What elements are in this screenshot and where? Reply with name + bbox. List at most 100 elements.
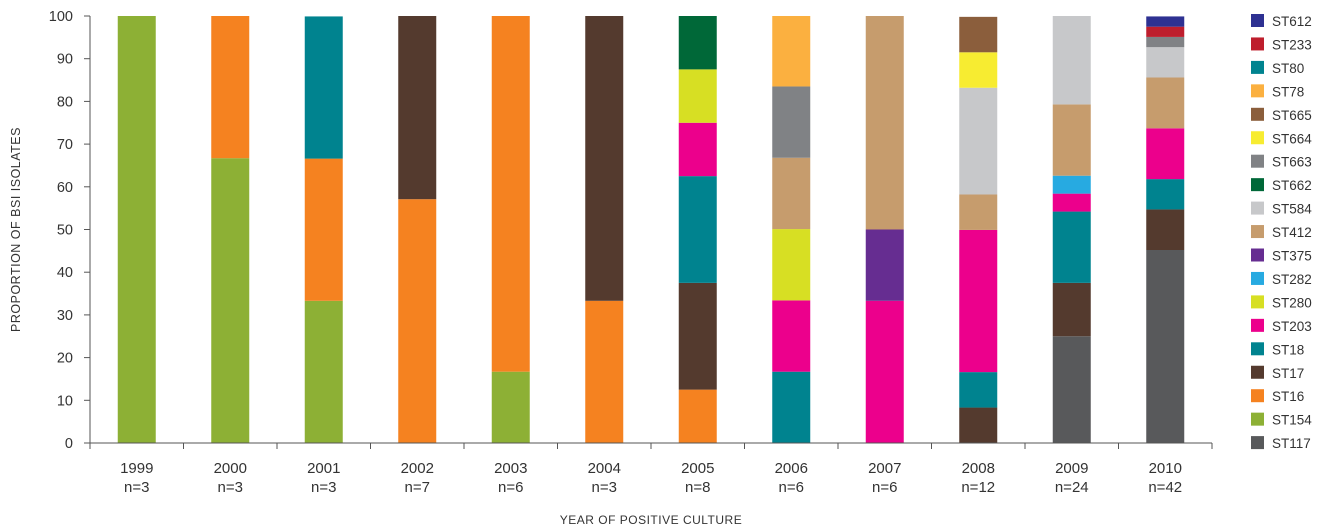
bar-segment-st18: [1146, 179, 1185, 210]
bar-segment-st612: [1146, 16, 1185, 27]
bar-segment-st17: [959, 407, 998, 443]
bar-segment-st203: [959, 229, 998, 373]
legend-label: ST282: [1272, 272, 1312, 287]
legend-swatch: [1251, 342, 1264, 356]
x-tick-label: 2008: [962, 460, 995, 477]
legend-item-st18: ST18: [1251, 342, 1304, 357]
bar-segment-st18: [959, 372, 998, 408]
legend-label: ST662: [1272, 178, 1312, 193]
legend-item-st664: ST664: [1251, 131, 1312, 146]
x-tick-label: 2007: [868, 460, 901, 477]
bar-stack-2005: [678, 16, 717, 443]
x-tick-label: 2004: [588, 460, 621, 477]
legend-label: ST18: [1272, 342, 1304, 357]
legend-swatch: [1251, 271, 1264, 285]
legend-item-st612: ST612: [1251, 14, 1312, 29]
x-sample-size-label: n=6: [779, 479, 804, 496]
x-axis-ticks: 1999 n=3 2000 n=3 2001 n=3 2002 n=7 2003 n=6 2004 n…: [89, 443, 1213, 496]
legend-swatch: [1251, 131, 1264, 145]
y-tick-label: 0: [65, 436, 73, 452]
legend-item-st584: ST584: [1251, 201, 1312, 217]
y-tick-label: 50: [57, 223, 73, 239]
bar-segment-st16: [585, 300, 624, 443]
legend-label: ST117: [1272, 436, 1311, 451]
bar-segment-st17: [1052, 282, 1091, 337]
bar-segment-st282: [1052, 175, 1091, 194]
legend-swatch: [1251, 37, 1264, 51]
legend-item-st78: ST78: [1251, 84, 1304, 99]
legend-swatch: [1251, 107, 1264, 121]
bar-segment-st17: [678, 282, 717, 390]
x-sample-size-label: n=8: [685, 479, 710, 496]
y-tick-label: 10: [57, 393, 73, 409]
legend-item-st80: ST80: [1251, 60, 1304, 76]
bar-segment-st203: [1146, 128, 1185, 180]
legend-item-st665: ST665: [1251, 107, 1312, 123]
legend-item-st412: ST412: [1251, 225, 1312, 240]
legend-label: ST203: [1272, 319, 1312, 334]
bar-segment-st280: [772, 229, 811, 301]
bar-segment-st18: [678, 176, 717, 283]
bar-segment-st412: [865, 16, 904, 230]
bar-segment-st154: [211, 158, 250, 444]
x-tick-label: 2000: [214, 460, 247, 477]
legend-item-st203: ST203: [1251, 318, 1312, 334]
legend: ST612 ST233 ST80 ST78 ST665 ST664 ST663 ST662 ST…: [1251, 14, 1312, 451]
x-sample-size-label: n=3: [218, 479, 243, 496]
legend-item-st280: ST280: [1251, 295, 1312, 310]
legend-label: ST412: [1272, 225, 1312, 240]
bar-segment-st117: [1146, 249, 1185, 443]
bar-segment-st18: [1052, 211, 1091, 283]
plot-area: 0 10 20 30 40 50 60 70 80 90 100 1999 n=3 2000 n=3 200…: [49, 9, 1213, 496]
y-tick-label: 90: [57, 52, 73, 68]
bar-segment-st18: [304, 16, 343, 159]
y-tick-label: 100: [49, 9, 73, 25]
legend-swatch: [1251, 14, 1264, 27]
bar-segment-st412: [772, 157, 811, 230]
legend-label: ST584: [1272, 202, 1312, 217]
legend-swatch: [1251, 365, 1264, 379]
x-tick-label: 2010: [1149, 460, 1182, 477]
bar-segment-st233: [1146, 26, 1185, 37]
bar-segment-st154: [117, 16, 156, 443]
bar-segment-st412: [1052, 104, 1091, 176]
bar-stack-2010: [1146, 16, 1185, 443]
bar-segment-st203: [865, 300, 904, 443]
x-sample-size-label: n=12: [961, 479, 995, 496]
legend-swatch: [1251, 225, 1264, 239]
x-tick-label: 2003: [494, 460, 527, 477]
bar-segment-st18: [772, 371, 811, 443]
bar-stack-2001: [304, 16, 343, 443]
bar-segment-st663: [772, 86, 811, 158]
x-tick-label: 2009: [1055, 460, 1088, 477]
x-sample-size-label: n=6: [498, 479, 523, 496]
legend-swatch: [1251, 318, 1264, 332]
bar-segment-st154: [491, 371, 530, 443]
bar-segment-st665: [959, 16, 998, 53]
x-tick-label: 1999: [120, 460, 153, 477]
x-sample-size-label: n=3: [592, 479, 617, 496]
x-axis-label: YEAR OF POSITIVE CULTURE: [560, 513, 742, 527]
x-sample-size-label: n=7: [405, 479, 430, 496]
bar-stack-2009: [1052, 16, 1091, 443]
bar-segment-st662: [678, 16, 717, 70]
x-sample-size-label: n=24: [1055, 479, 1089, 496]
y-tick-label: 60: [57, 180, 73, 196]
bar-segment-st412: [1146, 77, 1185, 129]
bar-segment-st664: [959, 52, 998, 88]
bar-segment-st16: [211, 16, 250, 159]
legend-label: ST375: [1272, 249, 1312, 264]
bar-stack-2007: [865, 16, 904, 443]
bar-stack-1999: [117, 16, 156, 443]
legend-swatch: [1251, 178, 1264, 192]
legend-item-st154: ST154: [1251, 412, 1312, 428]
bar-segment-st117: [1052, 336, 1091, 443]
bar-segment-st16: [491, 16, 530, 372]
bar-segment-st16: [678, 389, 717, 443]
bar-segment-st17: [1146, 209, 1185, 250]
bar-segment-st375: [865, 229, 904, 301]
legend-swatch: [1251, 84, 1264, 98]
legend-label: ST154: [1272, 413, 1312, 428]
legend-item-st233: ST233: [1251, 37, 1312, 52]
bar-segment-st16: [304, 158, 343, 301]
